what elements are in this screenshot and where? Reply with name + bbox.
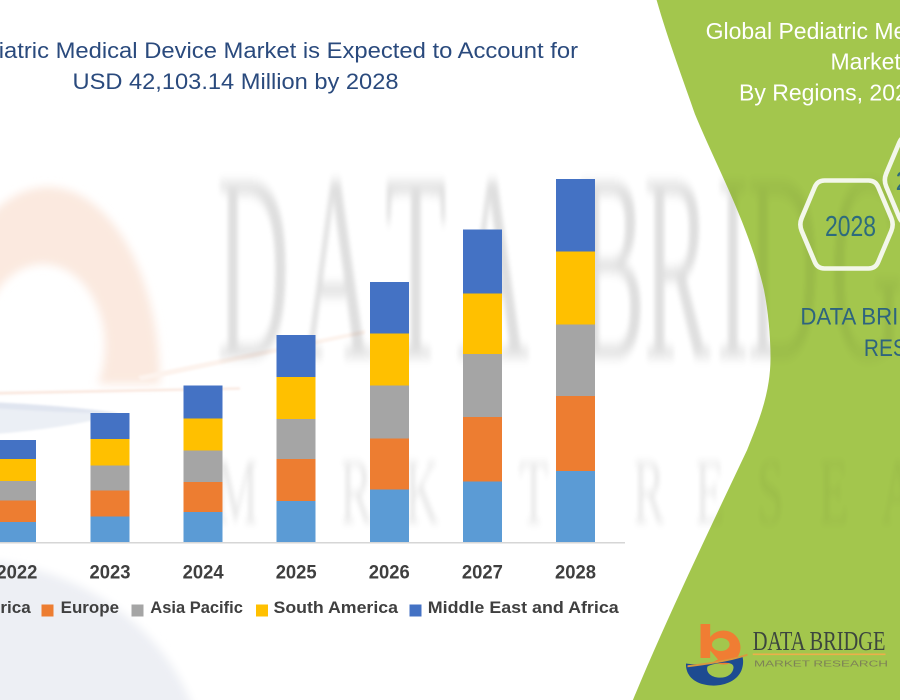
svg-text:2025: 2025: [276, 562, 317, 583]
svg-text:Asia Pacific: Asia Pacific: [150, 599, 243, 617]
svg-text:By Regions, 2028: By Regions, 2028: [739, 80, 900, 106]
svg-text:2021: 2021: [896, 166, 900, 196]
svg-text:North America: North America: [0, 599, 32, 617]
svg-text:Global Pediatric Medical Devic: Global Pediatric Medical Device Market i…: [0, 38, 578, 63]
svg-text:Market Analysis: Market Analysis: [831, 49, 900, 75]
svg-text:DATA BRIDGE: DATA BRIDGE: [753, 626, 886, 656]
svg-text:RESEARCH: RESEARCH: [864, 335, 900, 362]
svg-text:2026: 2026: [369, 562, 410, 583]
svg-text:2022: 2022: [0, 562, 37, 583]
svg-text:DATA BRIDGE: DATA BRIDGE: [800, 304, 900, 331]
svg-text:2028: 2028: [555, 562, 596, 583]
svg-text:USD 42,103.14 Million by 2028: USD 42,103.14 Million by 2028: [73, 69, 399, 94]
svg-text:MARKET RESEARCH: MARKET RESEARCH: [754, 659, 888, 669]
svg-text:Middle East and Africa: Middle East and Africa: [428, 599, 620, 617]
svg-text:Global Pediatric Medical Devic: Global Pediatric Medical Device: [706, 18, 900, 44]
svg-text:South America: South America: [274, 599, 399, 617]
svg-text:2023: 2023: [90, 562, 131, 583]
svg-text:2028: 2028: [825, 211, 876, 243]
svg-text:2027: 2027: [462, 562, 503, 583]
svg-text:Europe: Europe: [61, 599, 119, 617]
svg-text:2024: 2024: [183, 562, 224, 583]
